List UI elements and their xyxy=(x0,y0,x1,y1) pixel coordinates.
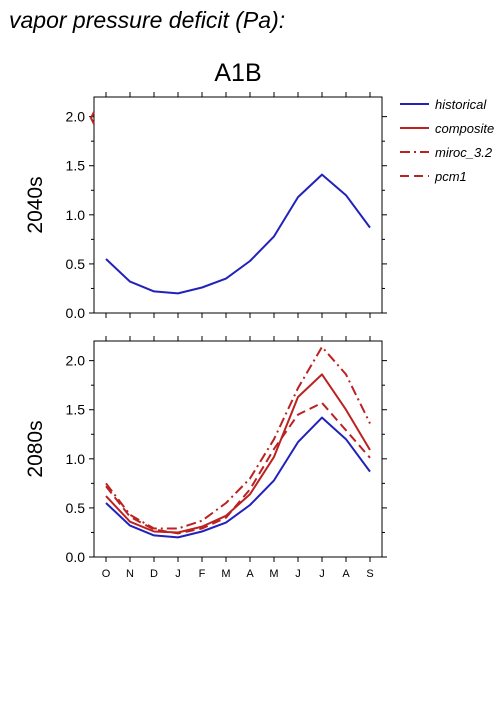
x-tick-label: J xyxy=(175,568,181,580)
y-tick-label: 1.5 xyxy=(66,158,86,174)
figure-title: vapor pressure deficit (Pa): xyxy=(9,7,285,33)
x-tick-label: J xyxy=(295,568,301,580)
y-tick-label: 0.5 xyxy=(66,500,86,516)
y-tick-label: 0.0 xyxy=(66,549,86,565)
series-line-historical xyxy=(105,173,371,295)
plot-frame xyxy=(93,96,383,314)
y-tick-label: 2.0 xyxy=(66,353,86,369)
legend-label: pcm1 xyxy=(434,169,467,184)
legend-label: miroc_3.2 xyxy=(435,145,493,160)
panel-2080s: 0.0 0.5 1.0 1.5 2.0 O N D J F M A M J J A S 2080s xyxy=(24,336,387,580)
x-tick-label: M xyxy=(221,568,230,580)
legend-label: composite xyxy=(435,121,494,136)
scenario-title: A1B xyxy=(214,59,261,87)
y-tick-label: 0.5 xyxy=(66,256,86,272)
x-tick-label: D xyxy=(150,568,158,580)
x-tick-label: A xyxy=(246,568,254,580)
y-tick-label: 1.0 xyxy=(66,207,86,223)
row-label: 2080s xyxy=(24,420,47,477)
series-line-historical xyxy=(105,416,371,539)
edge-marker xyxy=(89,111,95,125)
x-tick-label: F xyxy=(199,568,206,580)
x-tick-label: N xyxy=(126,568,134,580)
x-tick-label: A xyxy=(342,568,350,580)
plot-frame xyxy=(93,340,383,558)
y-tick-label: 1.5 xyxy=(66,402,86,418)
x-tick-label: O xyxy=(102,568,111,580)
row-label: 2040s xyxy=(24,176,47,233)
series-line-composite xyxy=(105,373,371,534)
legend: historical composite miroc_3.2 pcm1 xyxy=(400,97,494,184)
legend-label: historical xyxy=(435,97,487,112)
x-tick-label: M xyxy=(269,568,278,580)
x-tick-label: J xyxy=(319,568,325,580)
panel-2040s: 0.0 0.5 1.0 1.5 2.0 2040s xyxy=(24,92,387,321)
series-line-miroc-3-2 xyxy=(105,345,371,530)
y-tick-label: 0.0 xyxy=(66,305,86,321)
y-tick-label: 1.0 xyxy=(66,451,86,467)
x-tick-label: S xyxy=(366,568,373,580)
y-tick-label: 2.0 xyxy=(66,109,86,125)
series-line-pcm1 xyxy=(105,401,371,535)
